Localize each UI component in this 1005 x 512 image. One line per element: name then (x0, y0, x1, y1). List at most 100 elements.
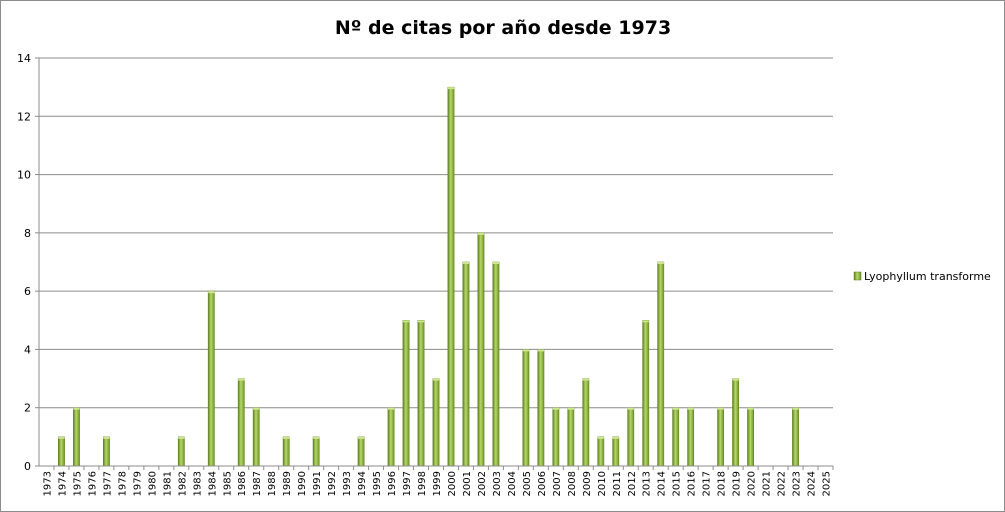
bar-cap-2020 (747, 407, 754, 410)
bar-cap-2023 (792, 407, 799, 410)
x-tick-label: 1986 (237, 471, 248, 496)
bar-1999 (432, 378, 440, 467)
x-tick-label: 2025 (822, 471, 833, 496)
bar-1975 (73, 407, 80, 467)
x-tick-label: 2018 (717, 471, 728, 496)
bar-cap-2018 (717, 407, 724, 410)
y-tick-label: 4 (24, 343, 31, 356)
bar-1977 (103, 436, 110, 467)
bar-2009 (582, 378, 590, 467)
bar-2016 (687, 407, 695, 467)
x-tick-label: 2002 (477, 471, 488, 496)
x-tick-label: 2016 (687, 471, 698, 496)
x-tick-label: 2013 (642, 471, 653, 496)
bar-cap-1997 (402, 320, 410, 323)
legend-label: Lyophyllum transforme (864, 270, 991, 283)
x-tick-label: 1990 (297, 471, 308, 496)
x-tick-label: 1987 (252, 471, 263, 496)
bar-1989 (282, 436, 290, 467)
x-tick-label: 2020 (747, 471, 758, 496)
bar-2012 (627, 407, 635, 467)
x-tick-label: 1984 (207, 471, 218, 496)
x-tick-label: 1979 (132, 471, 143, 496)
bar-2000 (447, 86, 455, 467)
bar-cap-2013 (642, 320, 649, 323)
x-tick-label: 2000 (447, 471, 458, 496)
bar-2013 (642, 320, 650, 467)
x-tick-label: 2003 (492, 471, 503, 496)
bar-1974 (58, 436, 65, 467)
x-tick-label: 1983 (192, 471, 203, 496)
bars (58, 86, 799, 467)
bar-cap-1999 (432, 378, 440, 381)
x-tick-label: 2017 (702, 471, 713, 496)
y-tick-label: 8 (24, 227, 31, 240)
x-tick-label: 1998 (417, 471, 428, 496)
bar-cap-2001 (462, 262, 470, 264)
x-tick-label: 2004 (507, 471, 518, 496)
x-tick-label: 2022 (777, 471, 788, 496)
x-tick-label: 2014 (657, 471, 668, 496)
x-tick-label: 2008 (567, 471, 578, 496)
x-tick-label: 1991 (312, 471, 323, 496)
bar-2018 (717, 407, 725, 467)
bar-2002 (477, 232, 485, 467)
bar-1986 (237, 378, 245, 467)
bar-2023 (792, 407, 799, 467)
x-tick-label: 2010 (597, 471, 608, 496)
x-tick-label: 1978 (117, 471, 128, 496)
bar-cap-1989 (283, 436, 290, 439)
bar-cap-2003 (492, 262, 500, 264)
bar-cap-1977 (103, 436, 110, 439)
y-tick-label: 12 (17, 110, 31, 123)
x-tick-label: 1999 (432, 471, 443, 496)
x-tick-label: 1996 (387, 471, 398, 496)
x-tick-label: 1988 (267, 471, 278, 496)
bar-cap-1987 (253, 407, 260, 410)
bar-cap-1996 (387, 407, 395, 410)
x-tick-label: 2015 (672, 471, 683, 496)
bar-1998 (417, 320, 425, 467)
bar-cap-2019 (732, 378, 739, 381)
bar-cap-2008 (567, 407, 574, 410)
gridlines (39, 57, 833, 409)
x-tick-label: 1981 (162, 471, 173, 496)
x-tick-label: 2001 (462, 471, 473, 496)
bar-cap-2002 (477, 232, 485, 235)
y-tick-label: 10 (17, 169, 31, 182)
bar-2015 (672, 407, 680, 467)
bar-cap-1986 (238, 378, 245, 381)
bar-cap-2011 (612, 436, 619, 439)
bar-2019 (732, 378, 740, 467)
bar-2011 (612, 436, 620, 467)
bar-cap-1974 (58, 436, 65, 439)
x-tick-label: 2006 (537, 471, 548, 496)
y-tick-label: 14 (17, 52, 31, 65)
bar-2003 (492, 261, 500, 467)
y-tick-label: 6 (24, 285, 31, 298)
x-tick-label: 2021 (762, 471, 773, 496)
x-tick-label: 1994 (357, 471, 368, 496)
bar-cap-1984 (208, 291, 215, 294)
y-axis: 0 2 4 6 8 10 12 14 (17, 52, 40, 473)
legend-swatch (853, 271, 862, 281)
x-tick-label: 1992 (327, 471, 338, 496)
x-tick-label: 2005 (522, 471, 533, 496)
bar-cap-1982 (178, 436, 185, 439)
y-tick-label: 0 (24, 460, 31, 473)
x-tick-label: 1993 (342, 471, 353, 496)
bar-2010 (597, 436, 605, 467)
bar-cap-2000 (447, 87, 455, 90)
x-tick-label: 2019 (732, 471, 743, 496)
x-tick-label: 1982 (177, 471, 188, 496)
bar-cap-1994 (357, 436, 365, 439)
x-tick-label: 1985 (222, 471, 233, 496)
bar-2007 (552, 407, 560, 467)
bar-2008 (567, 407, 575, 467)
bar-1984 (207, 290, 215, 467)
x-tick-label: 1989 (282, 471, 293, 496)
bar-2006 (537, 349, 545, 467)
x-axis: 1973 1974 1975 1976 1977 1978 1979 1980 1981 1982… (39, 465, 834, 496)
